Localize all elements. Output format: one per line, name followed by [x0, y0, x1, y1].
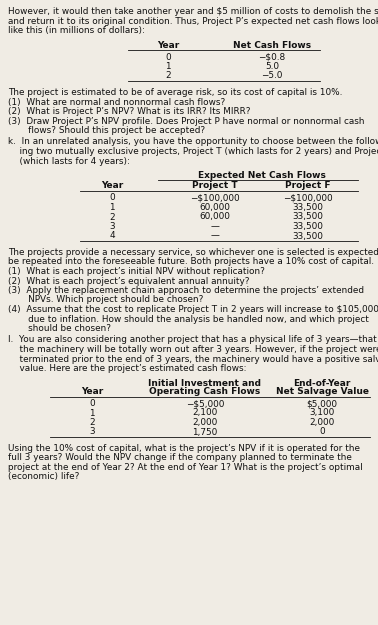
Text: End-of-Year: End-of-Year [293, 379, 351, 388]
Text: 5.0: 5.0 [265, 62, 279, 71]
Text: value. Here are the project’s estimated cash flows:: value. Here are the project’s estimated … [8, 364, 246, 373]
Text: However, it would then take another year and $5 million of costs to demolish the: However, it would then take another year… [8, 7, 378, 16]
Text: −$100,000: −$100,000 [283, 194, 333, 202]
Text: (2)  What is Project P’s NPV? What is its IRR? Its MIRR?: (2) What is Project P’s NPV? What is its… [8, 107, 251, 116]
Text: 2: 2 [89, 418, 95, 427]
Text: Year: Year [157, 41, 179, 49]
Text: 1: 1 [89, 409, 95, 418]
Text: like this (in millions of dollars):: like this (in millions of dollars): [8, 26, 145, 35]
Text: 33,500: 33,500 [293, 222, 324, 231]
Text: (1)  What is each project’s initial NPV without replication?: (1) What is each project’s initial NPV w… [8, 267, 265, 276]
Text: project at the end of Year 2? At the end of Year 1? What is the project’s optima: project at the end of Year 2? At the end… [8, 463, 363, 472]
Text: l.  You are also considering another project that has a physical life of 3 years: l. You are also considering another proj… [8, 336, 378, 344]
Text: 0: 0 [109, 194, 115, 202]
Text: full 3 years? Would the NPV change if the company planned to terminate the: full 3 years? Would the NPV change if th… [8, 454, 352, 462]
Text: Project T: Project T [192, 181, 238, 191]
Text: (1)  What are normal and nonnormal cash flows?: (1) What are normal and nonnormal cash f… [8, 98, 225, 106]
Text: 4: 4 [109, 231, 115, 241]
Text: NPVs. Which project should be chosen?: NPVs. Which project should be chosen? [8, 296, 203, 304]
Text: −$5,000: −$5,000 [186, 399, 224, 408]
Text: The projects provide a necessary service, so whichever one is selected is expect: The projects provide a necessary service… [8, 248, 378, 257]
Text: −5.0: −5.0 [261, 71, 283, 81]
Text: flows? Should this project be accepted?: flows? Should this project be accepted? [8, 126, 205, 135]
Text: (3)  Apply the replacement chain approach to determine the projects’ extended: (3) Apply the replacement chain approach… [8, 286, 364, 295]
Text: 2,000: 2,000 [309, 418, 335, 427]
Text: Operating Cash Flows: Operating Cash Flows [149, 387, 260, 396]
Text: the machinery will be totally worn out after 3 years. However, if the project we: the machinery will be totally worn out a… [8, 345, 378, 354]
Text: Using the 10% cost of capital, what is the project’s NPV if it is operated for t: Using the 10% cost of capital, what is t… [8, 444, 360, 453]
Text: 1: 1 [109, 203, 115, 212]
Text: ing two mutually exclusive projects, Project T (which lasts for 2 years) and Pro: ing two mutually exclusive projects, Pro… [8, 147, 378, 156]
Text: 33,500: 33,500 [293, 231, 324, 241]
Text: Net Salvage Value: Net Salvage Value [276, 387, 369, 396]
Text: Project F: Project F [285, 181, 331, 191]
Text: The project is estimated to be of average risk, so its cost of capital is 10%.: The project is estimated to be of averag… [8, 88, 342, 97]
Text: 2: 2 [109, 213, 115, 221]
Text: 2: 2 [165, 71, 171, 81]
Text: Initial Investment and: Initial Investment and [149, 379, 262, 388]
Text: k.  In an unrelated analysis, you have the opportunity to choose between the fol: k. In an unrelated analysis, you have th… [8, 138, 378, 146]
Text: 33,500: 33,500 [293, 213, 324, 221]
Text: and return it to its original condition. Thus, Project P’s expected net cash flo: and return it to its original condition.… [8, 16, 378, 26]
Text: 3: 3 [89, 428, 95, 436]
Text: (which lasts for 4 years):: (which lasts for 4 years): [8, 156, 130, 166]
Text: Year: Year [81, 387, 103, 396]
Text: $5,000: $5,000 [307, 399, 338, 408]
Text: 0: 0 [89, 399, 95, 408]
Text: 33,500: 33,500 [293, 203, 324, 212]
Text: (2)  What is each project’s equivalent annual annuity?: (2) What is each project’s equivalent an… [8, 276, 249, 286]
Text: —: — [211, 231, 220, 241]
Text: Net Cash Flows: Net Cash Flows [233, 41, 311, 49]
Text: terminated prior to the end of 3 years, the machinery would have a positive salv: terminated prior to the end of 3 years, … [8, 354, 378, 364]
Text: 60,000: 60,000 [200, 213, 231, 221]
Text: Expected Net Cash Flows: Expected Net Cash Flows [198, 171, 325, 180]
Text: (economic) life?: (economic) life? [8, 472, 79, 481]
Text: Year: Year [101, 181, 123, 191]
Text: −$0.8: −$0.8 [259, 52, 286, 61]
Text: 0: 0 [319, 428, 325, 436]
Text: (4)  Assume that the cost to replicate Project T in 2 years will increase to $10: (4) Assume that the cost to replicate Pr… [8, 305, 378, 314]
Text: —: — [211, 222, 220, 231]
Text: 3,100: 3,100 [309, 409, 335, 418]
Text: 0: 0 [165, 52, 171, 61]
Text: be repeated into the foreseeable future. Both projects have a 10% cost of capita: be repeated into the foreseeable future.… [8, 258, 374, 266]
Text: 1: 1 [165, 62, 171, 71]
Text: 60,000: 60,000 [200, 203, 231, 212]
Text: due to inflation. How should the analysis be handled now, and which project: due to inflation. How should the analysi… [8, 314, 369, 324]
Text: 3: 3 [109, 222, 115, 231]
Text: 1,750: 1,750 [192, 428, 218, 436]
Text: should be chosen?: should be chosen? [8, 324, 111, 333]
Text: 2,000: 2,000 [192, 418, 218, 427]
Text: −$100,000: −$100,000 [190, 194, 240, 202]
Text: 2,100: 2,100 [192, 409, 218, 418]
Text: (3)  Draw Project P’s NPV profile. Does Project P have normal or nonnormal cash: (3) Draw Project P’s NPV profile. Does P… [8, 116, 364, 126]
